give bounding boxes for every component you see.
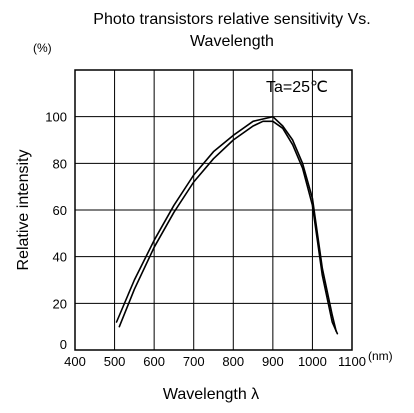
chart-title-line-1: Photo transistors relative sensitivity V… xyxy=(93,11,370,28)
series-lines xyxy=(115,115,339,335)
x-tick-label: 500 xyxy=(104,354,126,369)
annotation-temperature: Ta=25℃ xyxy=(266,79,328,96)
y-tick-label: 0 xyxy=(60,337,67,352)
y-tick-label: 100 xyxy=(45,110,67,125)
x-tick-label: 900 xyxy=(262,354,284,369)
x-tick-label: 700 xyxy=(183,354,205,369)
chart-title-line-2: Wavelength xyxy=(190,33,274,50)
plot-area-frame xyxy=(74,69,353,351)
y-tick-label: 60 xyxy=(53,203,67,218)
x-axis-label: Wavelength λ xyxy=(163,386,259,403)
x-tick-label: 1000 xyxy=(298,354,327,369)
tick-labels: 400 500 600 700 800 900 1000 1100 0 20 40 60 80 100 xyxy=(45,110,366,369)
x-tick-label: 600 xyxy=(143,354,165,369)
grid-lines xyxy=(74,69,353,351)
x-tick-label: 800 xyxy=(222,354,244,369)
y-tick-label: 20 xyxy=(53,296,67,311)
x-axis-unit: (nm) xyxy=(368,349,393,363)
x-tick-label: 400 xyxy=(64,354,86,369)
y-tick-label: 80 xyxy=(53,156,67,171)
y-axis-unit: (%) xyxy=(33,41,52,55)
x-tick-label: 1100 xyxy=(338,354,366,369)
series-line-1 xyxy=(115,115,337,333)
series-line-2 xyxy=(118,120,339,335)
y-axis-label: Relative intensity xyxy=(15,150,32,271)
y-tick-label: 40 xyxy=(53,250,67,265)
